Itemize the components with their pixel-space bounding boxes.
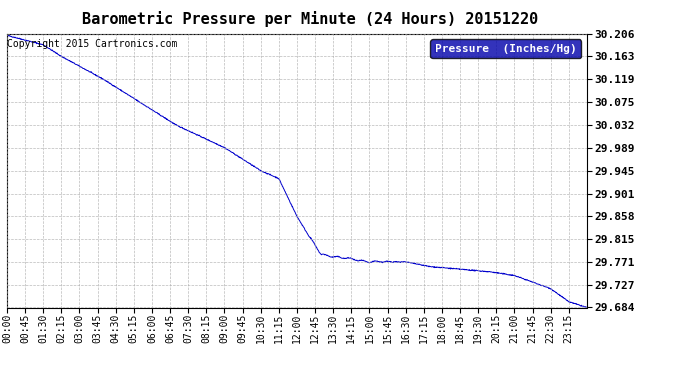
Text: Barometric Pressure per Minute (24 Hours) 20151220: Barometric Pressure per Minute (24 Hours… <box>82 11 539 27</box>
Text: Copyright 2015 Cartronics.com: Copyright 2015 Cartronics.com <box>8 39 178 49</box>
Legend: Pressure  (Inches/Hg): Pressure (Inches/Hg) <box>431 39 581 58</box>
